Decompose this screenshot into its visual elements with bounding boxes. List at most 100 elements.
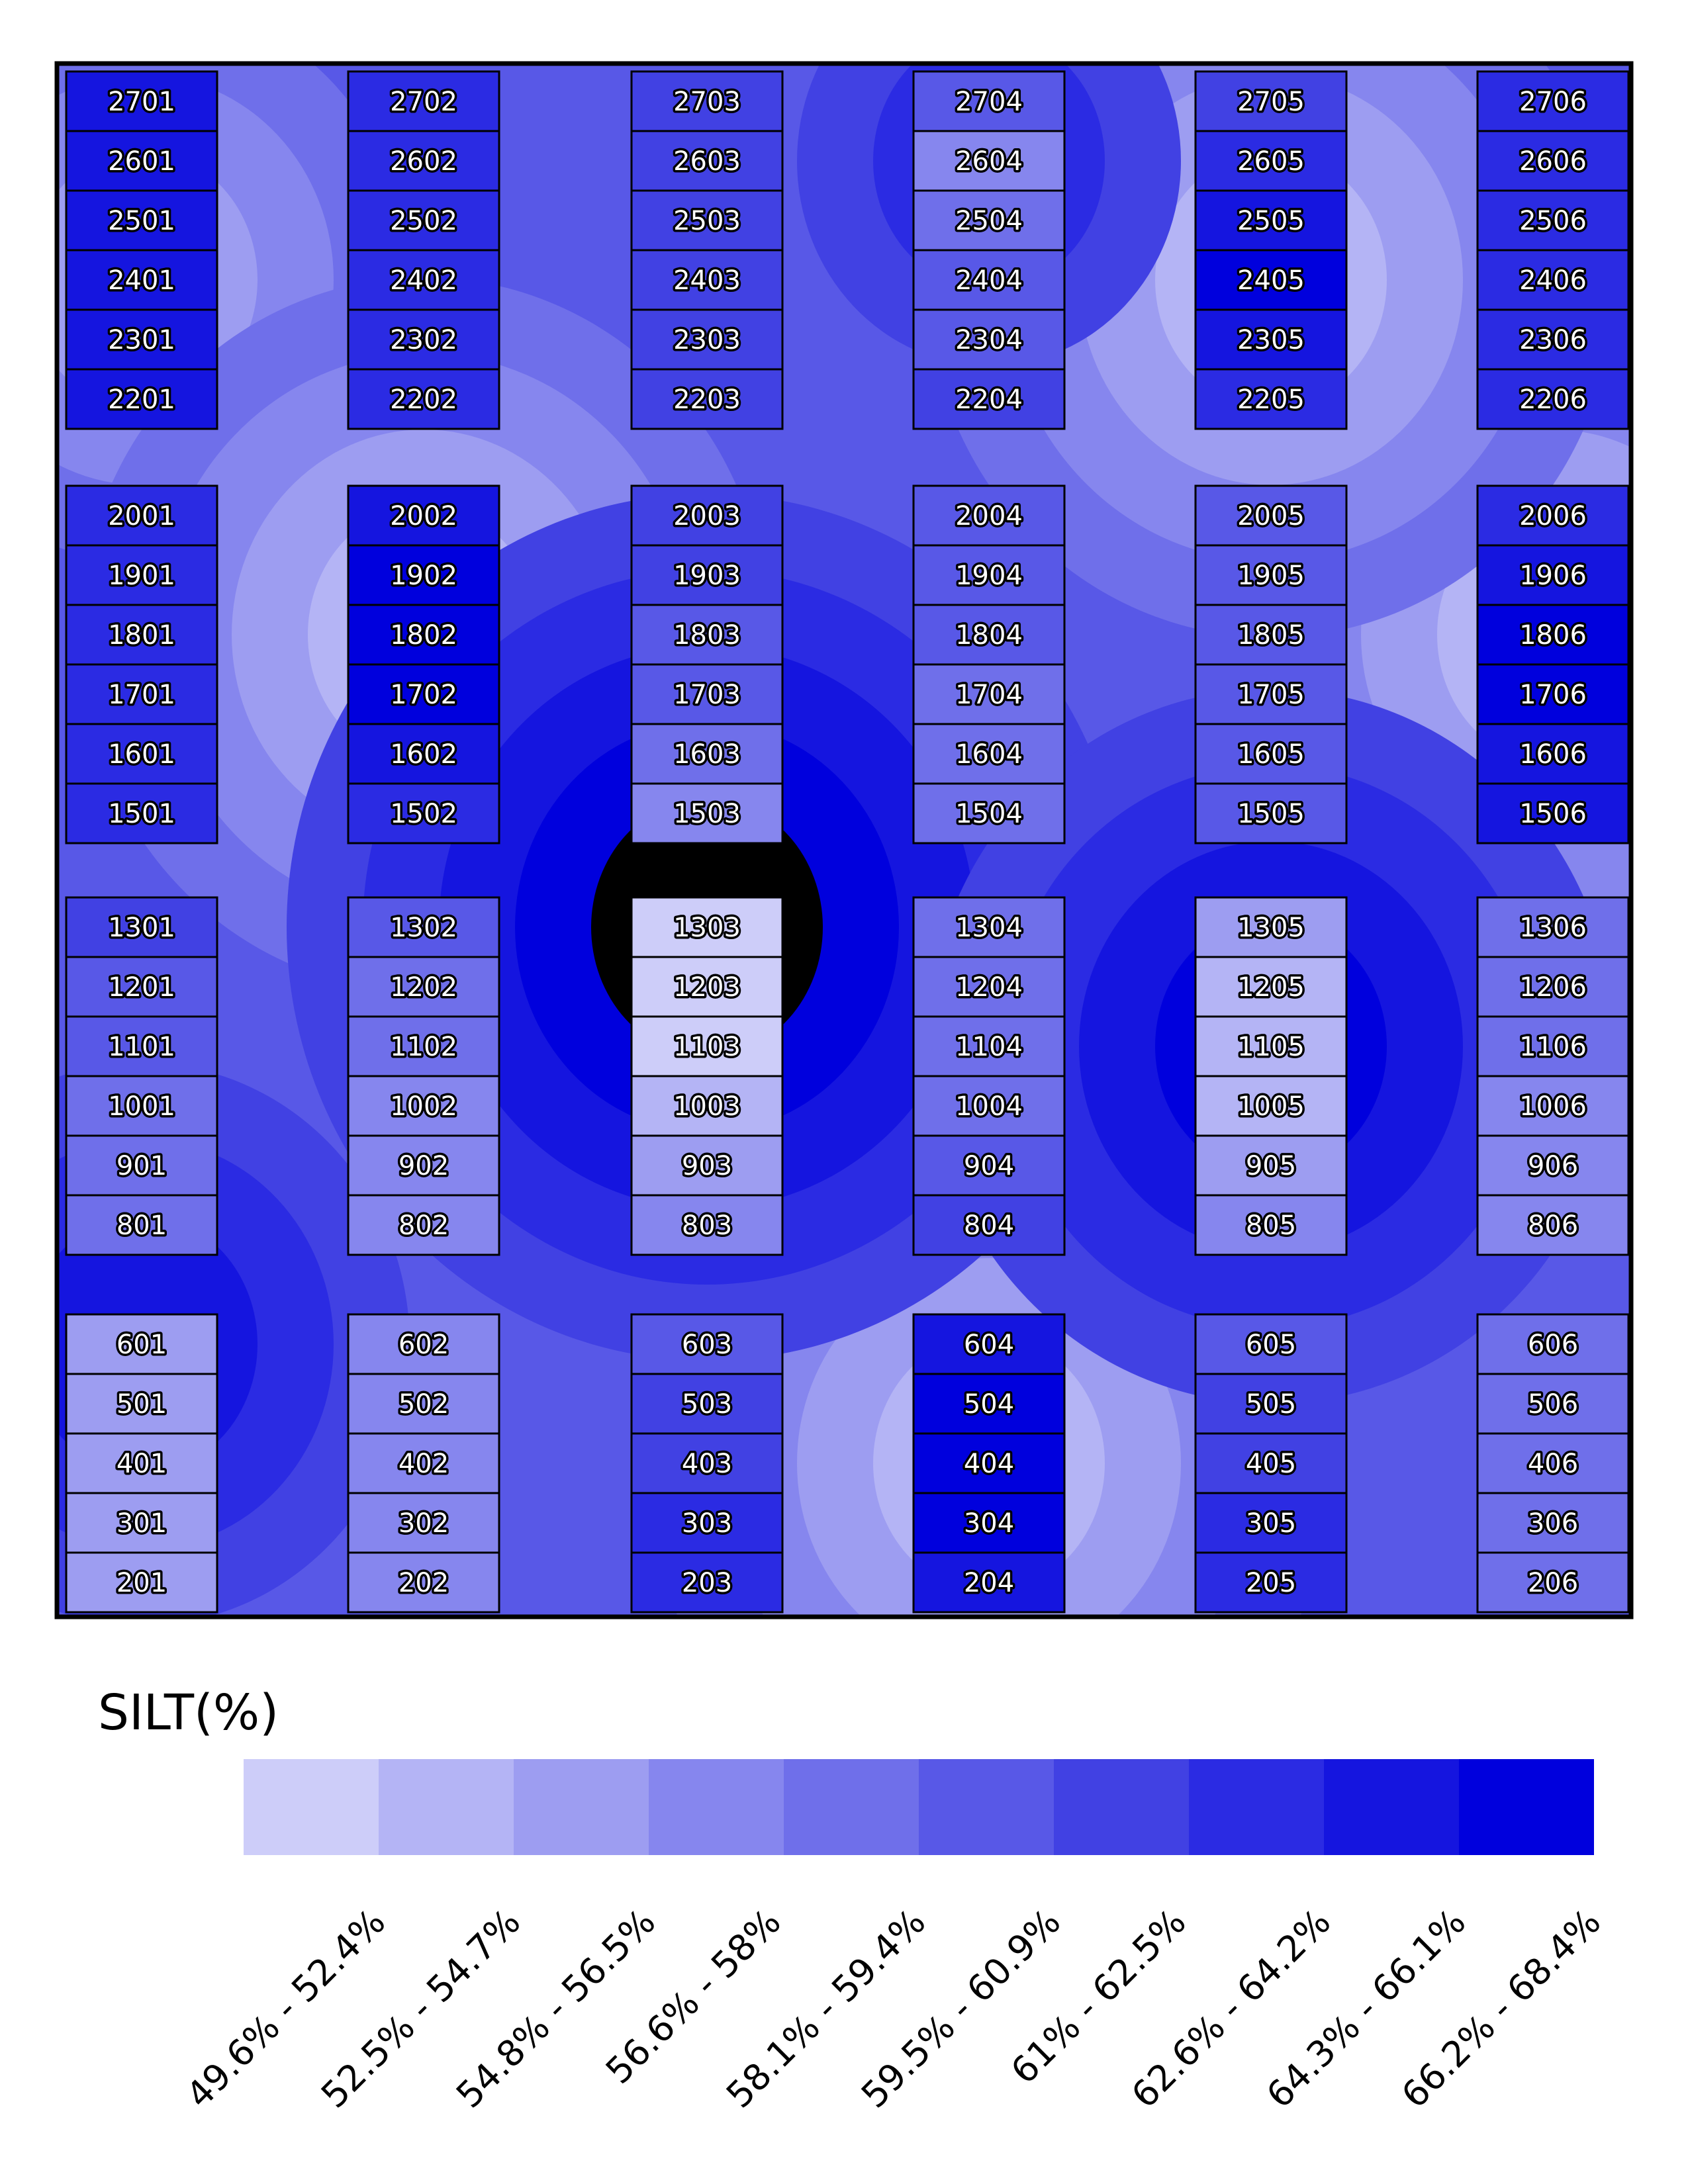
plot-cell [1194, 723, 1348, 785]
plot-label: 806 [1528, 1210, 1578, 1241]
plot-1206: 1206 [1476, 956, 1630, 1018]
plot-1305: 1305 [1194, 896, 1348, 958]
plot-label: 2705 [1237, 87, 1305, 117]
plot-1104: 1104 [912, 1015, 1066, 1077]
plot-1804: 1804 [912, 604, 1066, 666]
plot-2206: 2206 [1476, 368, 1630, 430]
plot-cell [1194, 663, 1348, 725]
plot-203: 203 [630, 1551, 784, 1614]
plot-label: 905 [1246, 1151, 1296, 1181]
plot-label: 1605 [1237, 739, 1305, 770]
plot-label: 2405 [1237, 265, 1305, 296]
plot-1003: 1003 [630, 1075, 784, 1137]
plot-label: 1906 [1519, 561, 1587, 591]
plot-1506: 1506 [1476, 782, 1630, 844]
plot-label: 1706 [1519, 680, 1587, 710]
plot-label: 1505 [1237, 799, 1305, 829]
plot-label: 1201 [108, 972, 175, 1003]
plot-cell [1476, 1313, 1630, 1375]
plot-cell [630, 1373, 784, 1435]
plot-cell [1194, 130, 1348, 192]
plot-cell [912, 956, 1066, 1018]
plot-label: 1301 [108, 913, 175, 943]
plot-cell [65, 782, 218, 844]
plot-cell [65, 249, 218, 311]
plot-cell [630, 663, 784, 725]
plot-label: 601 [117, 1330, 167, 1360]
plot-1803: 1803 [630, 604, 784, 666]
plot-503: 503 [630, 1373, 784, 1435]
plot-label: 2603 [673, 146, 741, 177]
plot-label: 2506 [1519, 206, 1587, 236]
plot-label: 902 [399, 1151, 449, 1181]
plot-1806: 1806 [1476, 604, 1630, 666]
plot-1203: 1203 [630, 956, 784, 1018]
plot-1006: 1006 [1476, 1075, 1630, 1137]
plot-label: 205 [1246, 1568, 1296, 1598]
plot-1106: 1106 [1476, 1015, 1630, 1077]
plot-804: 804 [912, 1194, 1066, 1256]
plot-cell [347, 1551, 500, 1614]
plot-2301: 2301 [65, 308, 218, 371]
plot-cell [65, 896, 218, 958]
plot-label: 2206 [1519, 385, 1587, 415]
plot-label: 1506 [1519, 799, 1587, 829]
plot-cell [630, 1492, 784, 1554]
plot-2706: 2706 [1476, 70, 1630, 132]
plot-label: 1704 [955, 680, 1023, 710]
plot-2002: 2002 [347, 484, 500, 547]
plot-603: 603 [630, 1313, 784, 1375]
plot-label: 2501 [108, 206, 175, 236]
plot-cell [1194, 189, 1348, 251]
plot-1105: 1105 [1194, 1015, 1348, 1077]
plot-label: 1106 [1519, 1032, 1587, 1062]
plot-2005: 2005 [1194, 484, 1348, 547]
plot-cell [630, 484, 784, 547]
plot-label: 906 [1528, 1151, 1578, 1181]
plot-1205: 1205 [1194, 956, 1348, 1018]
plot-cell [1476, 782, 1630, 844]
plot-label: 504 [964, 1389, 1014, 1420]
plot-cell [347, 368, 500, 430]
plot-label: 2302 [390, 325, 457, 355]
plot-2303: 2303 [630, 308, 784, 371]
field-boundary [54, 61, 1634, 1619]
plot-cell [1194, 368, 1348, 430]
plot-802: 802 [347, 1194, 500, 1256]
plot-label: 1204 [955, 972, 1023, 1003]
plot-cell [1476, 1075, 1630, 1137]
plot-1702: 1702 [347, 663, 500, 725]
plot-1805: 1805 [1194, 604, 1348, 666]
plot-2305: 2305 [1194, 308, 1348, 371]
plot-1204: 1204 [912, 956, 1066, 1018]
plot-cell [65, 663, 218, 725]
plot-label: 1305 [1237, 913, 1305, 943]
plot-cell [347, 1194, 500, 1256]
plot-901: 901 [65, 1134, 218, 1197]
plot-cell [65, 1075, 218, 1137]
plot-cell [347, 249, 500, 311]
plot-label: 2406 [1519, 265, 1587, 296]
plot-label: 2504 [955, 206, 1023, 236]
plot-1606: 1606 [1476, 723, 1630, 785]
plot-2205: 2205 [1194, 368, 1348, 430]
plot-label: 1601 [108, 739, 175, 770]
plot-403: 403 [630, 1432, 784, 1494]
plot-label: 1901 [108, 561, 175, 591]
plot-2704: 2704 [912, 70, 1066, 132]
plot-cell [912, 1075, 1066, 1137]
plot-label: 602 [399, 1330, 449, 1360]
plot-1902: 1902 [347, 544, 500, 606]
plot-label: 1103 [673, 1032, 741, 1062]
plot-2006: 2006 [1476, 484, 1630, 547]
plot-label: 1803 [673, 620, 741, 651]
plot-cell [347, 723, 500, 785]
plot-cell [630, 308, 784, 371]
plot-1605: 1605 [1194, 723, 1348, 785]
plot-label: 406 [1528, 1449, 1578, 1479]
plot-504: 504 [912, 1373, 1066, 1435]
plot-2202: 2202 [347, 368, 500, 430]
plot-cell [912, 70, 1066, 132]
plot-cell [630, 1194, 784, 1256]
plot-label: 401 [117, 1449, 167, 1479]
